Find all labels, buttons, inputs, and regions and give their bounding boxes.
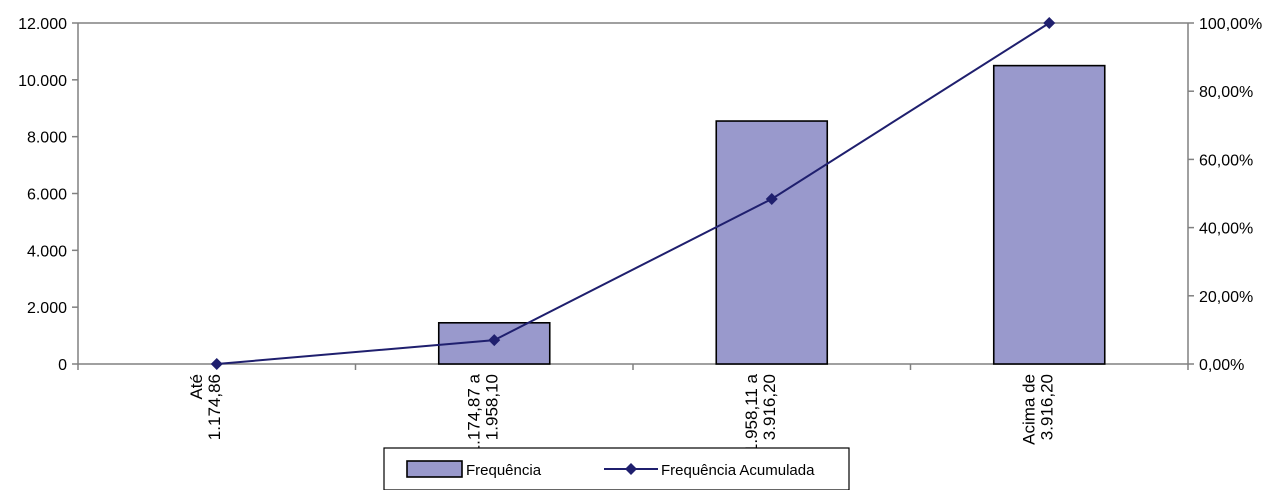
- right-axis-tick-label: 100,00%: [1199, 16, 1262, 33]
- legend-bar-swatch: [406, 460, 463, 478]
- x-tick-label: Até: [187, 374, 206, 400]
- line-point: [488, 334, 501, 347]
- bar: [992, 64, 1106, 365]
- cumulative-line: [216, 22, 1050, 365]
- x-tick-label: 1.174,87 a: [464, 373, 483, 454]
- left-axis-tick-label: 8.000: [27, 130, 67, 147]
- x-tick-label: Acima de: [1019, 374, 1038, 445]
- left-axis-tick-label: 12.000: [18, 16, 67, 33]
- chart-axes: 0 2.000 4.000 6.000 8.000 10.000 12.000 0,00% 20…: [18, 16, 1262, 374]
- bar-series: [437, 64, 1106, 365]
- right-axis-tick-label: 0,00%: [1199, 357, 1244, 374]
- left-axis-tick-label: 4.000: [27, 243, 67, 260]
- legend: Frequência Frequência Acumulada: [383, 447, 850, 490]
- right-axis-tick-label: 20,00%: [1199, 289, 1253, 306]
- left-axis-tick-label: 6.000: [27, 187, 67, 204]
- right-axis-tick-label: 60,00%: [1199, 152, 1253, 169]
- legend-line-marker: [625, 463, 637, 475]
- bar: [715, 120, 829, 365]
- line-point: [210, 358, 223, 370]
- x-tick-label: 1.958,11 a: [742, 373, 761, 453]
- left-axis-tick-label: 10.000: [18, 73, 67, 90]
- line-point: [1043, 17, 1056, 29]
- left-axis-tick-label: 2.000: [27, 300, 67, 317]
- x-tick-label: 1.958,10: [482, 374, 501, 440]
- right-axis-tick-label: 40,00%: [1199, 221, 1253, 238]
- right-axis-tick-label: 80,00%: [1199, 84, 1253, 101]
- line-series: [210, 17, 1056, 370]
- legend-label-frequencia: Frequência: [466, 462, 542, 479]
- left-axis-tick-label: 0: [58, 357, 67, 374]
- legend-label-frequencia-acumulada: Frequência Acumulada: [661, 462, 815, 479]
- x-tick-label: 1.174,86: [205, 374, 224, 440]
- x-tick-label: 3.916,20: [1037, 374, 1056, 440]
- x-tick-label: 3.916,20: [760, 374, 779, 440]
- line-point: [765, 192, 778, 205]
